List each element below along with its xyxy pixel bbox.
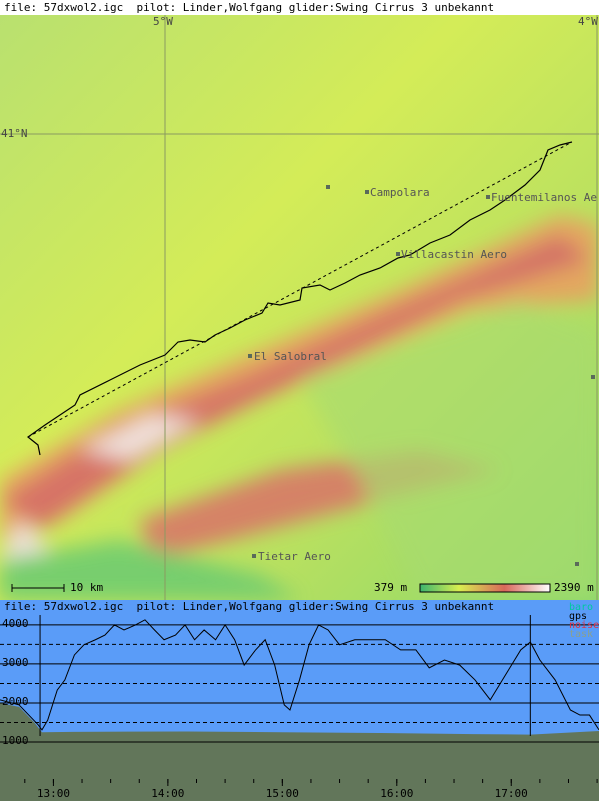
y-tick-label: 2000	[2, 695, 29, 708]
lon-label: 5°W	[153, 15, 173, 28]
place-label: Tietar Aero	[258, 550, 331, 563]
altitude-line	[0, 619, 599, 731]
lon-label: 4°W	[578, 15, 598, 28]
legend-entry: baro	[569, 602, 593, 613]
x-tick-label: 16:00	[380, 787, 413, 800]
task-line	[27, 142, 571, 438]
x-tick-label: 17:00	[495, 787, 528, 800]
place-label: Fuentemilanos Ae	[491, 191, 597, 204]
elevation-max: 2390 m	[554, 581, 594, 594]
scale-label: 10 km	[70, 581, 103, 594]
y-tick-label: 4000	[2, 617, 29, 630]
map-header: file: 57dxwol2.igc pilot: Linder,Wolfgan…	[4, 1, 494, 14]
barogram-title: file: 57dxwol2.igc pilot: Linder,Wolfgan…	[4, 600, 494, 613]
place-label: Campolara	[370, 186, 430, 199]
barogram: 1000 2000 3000 4000 13:00 14:00 15:00 16:00 17:0…	[0, 600, 599, 801]
place-label: El Salobral	[254, 350, 327, 363]
legend-entry: task	[569, 629, 593, 640]
lat-label: 41°N	[1, 127, 28, 140]
y-tick-label: 3000	[2, 656, 29, 669]
legend-entry: gps	[569, 611, 587, 622]
elevation-min: 379 m	[374, 581, 407, 594]
terrain-map: file: 57dxwol2.igc pilot: Linder,Wolfgan…	[0, 0, 599, 600]
elevation-legend	[419, 583, 551, 593]
header-bar	[0, 0, 599, 15]
flight-track	[27, 141, 573, 456]
x-tick-label: 15:00	[266, 787, 299, 800]
place-markers	[248, 185, 595, 566]
place-label: Villacastin Aero	[401, 248, 507, 261]
x-tick-label: 14:00	[151, 787, 184, 800]
terrain-area	[0, 702, 599, 801]
x-tick-label: 13:00	[37, 787, 70, 800]
legend-entry: noise	[569, 620, 599, 631]
y-tick-label: 1000	[2, 734, 29, 747]
